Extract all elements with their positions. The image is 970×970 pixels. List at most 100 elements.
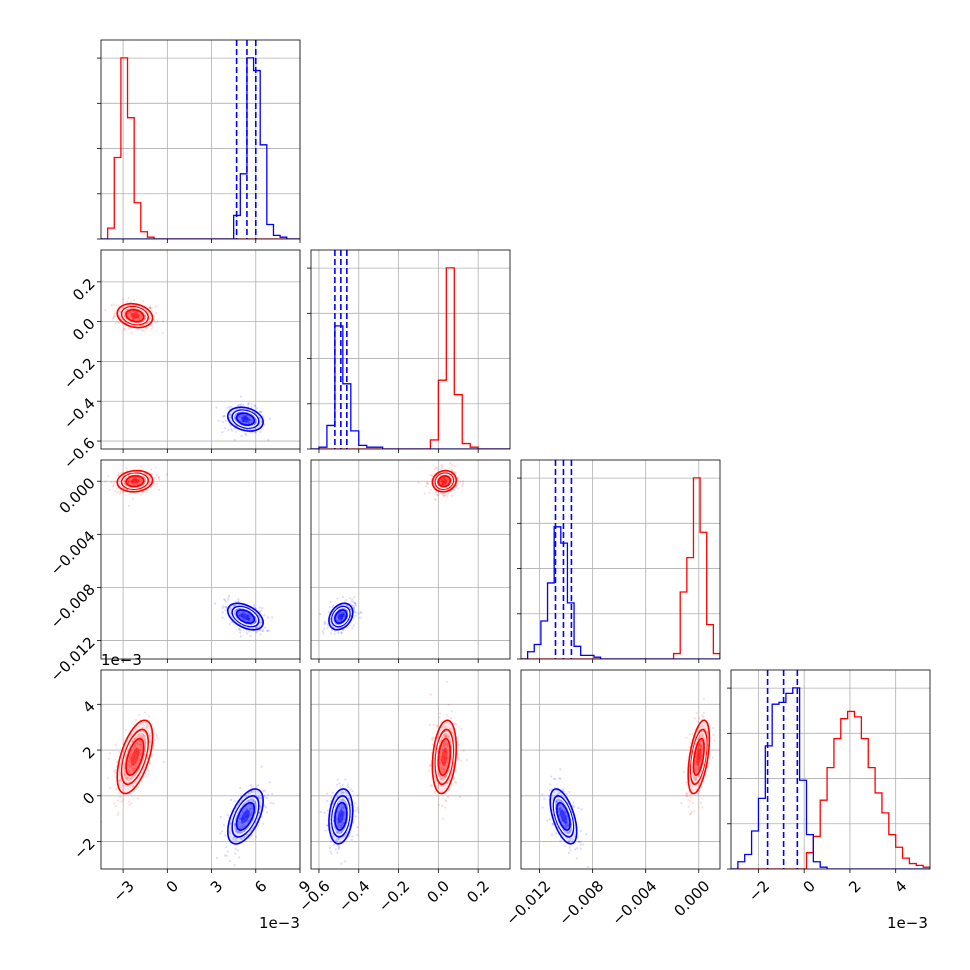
- sample-point: [240, 837, 244, 841]
- sample-point: [346, 783, 350, 786]
- sample-point: [122, 798, 125, 801]
- sample-point: [243, 413, 246, 417]
- sample-point: [127, 296, 130, 300]
- sample-point: [342, 806, 345, 810]
- sample-point: [125, 466, 128, 470]
- sample-point: [685, 792, 688, 795]
- sample-point: [229, 412, 232, 416]
- sample-point: [139, 744, 142, 747]
- sample-point: [341, 798, 344, 801]
- sample-point: [443, 775, 446, 778]
- sample-point: [140, 749, 143, 752]
- histogram-a: [311, 267, 510, 449]
- sample-point: [237, 415, 240, 418]
- sample-point: [356, 806, 359, 809]
- sample-point: [148, 306, 151, 309]
- sample-point: [342, 611, 345, 615]
- panel-frame: [100, 249, 301, 450]
- sample-point: [147, 773, 150, 776]
- sample-point: [228, 405, 231, 408]
- sample-point: [249, 635, 252, 638]
- sample-point: [226, 850, 229, 853]
- sample-point: [439, 777, 443, 780]
- sample-point: [251, 805, 254, 808]
- sample-point: [260, 420, 263, 424]
- sample-point: [566, 824, 570, 827]
- sample-point: [353, 596, 356, 599]
- sample-point: [139, 478, 142, 481]
- sample-point: [328, 606, 332, 609]
- sample-point: [112, 303, 116, 306]
- sample-point: [352, 605, 356, 608]
- sample-point: [579, 843, 582, 846]
- sample-point: [117, 750, 121, 754]
- sample-point: [337, 837, 340, 840]
- sample-point: [132, 476, 135, 480]
- sample-point: [265, 796, 268, 800]
- sample-point: [457, 757, 460, 761]
- sample-point: [228, 831, 231, 834]
- sample-point: [131, 477, 134, 480]
- sample-point: [575, 847, 579, 850]
- sample-point: [240, 420, 243, 423]
- sample-point: [122, 784, 125, 787]
- sample-point: [136, 762, 139, 765]
- sample-point: [233, 823, 236, 827]
- sample-point: [445, 494, 448, 498]
- sample-point: [582, 843, 585, 846]
- sample-point: [271, 792, 274, 796]
- sample-point: [330, 629, 333, 632]
- sample-point: [425, 485, 428, 488]
- sample-point: [323, 627, 326, 630]
- x-tick-label: −0.012: [502, 877, 554, 929]
- sample-point: [440, 767, 443, 770]
- sample-point: [571, 838, 574, 841]
- sample-point: [450, 710, 453, 713]
- sample-point: [455, 723, 458, 726]
- density-contour-b: [241, 613, 250, 620]
- sample-point: [443, 769, 446, 772]
- sample-point: [238, 614, 241, 617]
- sample-point: [234, 837, 237, 840]
- sample-point: [323, 623, 326, 626]
- sample-point: [336, 851, 339, 854]
- sample-point: [257, 824, 260, 827]
- sample-point: [137, 311, 140, 314]
- x-tick-label: 4: [891, 877, 910, 896]
- sample-point: [445, 736, 448, 739]
- sample-point: [465, 758, 469, 762]
- sample-point: [237, 614, 240, 617]
- sample-point: [566, 824, 569, 827]
- sample-point: [116, 486, 119, 490]
- sample-point: [111, 317, 114, 320]
- contour-highlight: [332, 797, 350, 836]
- sample-point: [440, 463, 443, 467]
- sample-point: [558, 777, 561, 780]
- panel-content: [104, 296, 272, 442]
- sample-point: [339, 824, 342, 827]
- sample-point: [433, 736, 436, 740]
- sample-point: [139, 752, 142, 755]
- sample-point: [441, 483, 444, 486]
- sample-point: [702, 697, 705, 700]
- sample-point: [441, 465, 444, 468]
- sample-point: [337, 846, 340, 849]
- x-tick-label: −0.008: [555, 877, 607, 929]
- sample-point: [114, 771, 117, 774]
- sample-point: [131, 317, 135, 320]
- sample-point: [132, 310, 135, 313]
- sample-point: [131, 785, 134, 788]
- sample-point: [224, 606, 227, 609]
- sample-point: [263, 794, 266, 798]
- sample-point: [324, 829, 327, 832]
- sample-point: [262, 629, 265, 632]
- density-contour-b: [560, 809, 567, 824]
- sample-point: [245, 632, 249, 635]
- sample-point: [339, 611, 343, 614]
- sample-point: [452, 777, 455, 780]
- sample-point: [258, 806, 262, 809]
- sample-point: [112, 483, 115, 486]
- sample-point: [241, 414, 245, 417]
- sample-point: [258, 796, 261, 799]
- sample-point: [337, 844, 340, 847]
